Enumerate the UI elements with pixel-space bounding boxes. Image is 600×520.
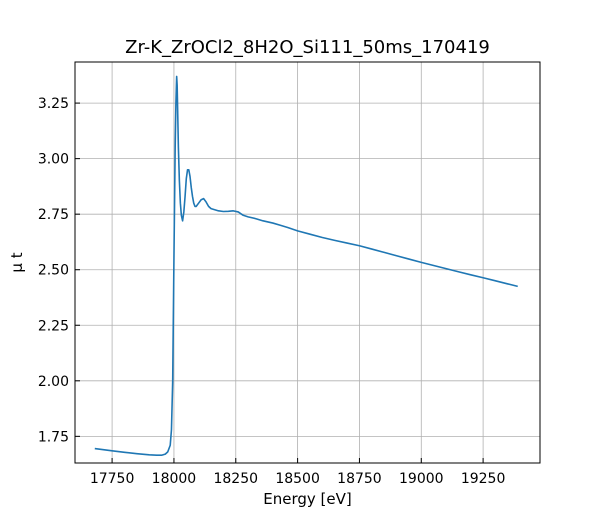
x-tick-label: 19250: [461, 471, 506, 487]
y-tick-label: 2.00: [38, 374, 69, 390]
y-tick-label: 2.50: [38, 263, 69, 279]
y-tick-label: 1.75: [38, 429, 69, 445]
y-tick-label: 3.00: [38, 152, 69, 168]
x-axis-label: Energy [eV]: [263, 490, 351, 508]
series-layer: [94, 75, 518, 457]
x-tick-label: 18000: [152, 471, 197, 487]
grid: [75, 62, 540, 463]
x-tick-label: 18500: [275, 471, 320, 487]
plot-frame: [74, 61, 541, 464]
x-tick-label: 19000: [399, 471, 444, 487]
series-line: [94, 75, 518, 457]
x-tick-label: 17750: [90, 471, 135, 487]
y-tick-label: 2.25: [38, 318, 69, 334]
x-tick-label: 18250: [213, 471, 258, 487]
y-tick-label: 2.75: [38, 207, 69, 223]
y-axis-label: μ t: [8, 252, 26, 272]
x-tick-label: 18750: [337, 471, 382, 487]
chart-title: Zr-K_ZrOCl2_8H2O_Si111_50ms_170419: [125, 37, 490, 58]
axis-ticks: 17750 18000 18250 18500 18750 19000 19250 1.75 2…: [38, 96, 506, 487]
y-tick-label: 3.25: [38, 96, 69, 112]
